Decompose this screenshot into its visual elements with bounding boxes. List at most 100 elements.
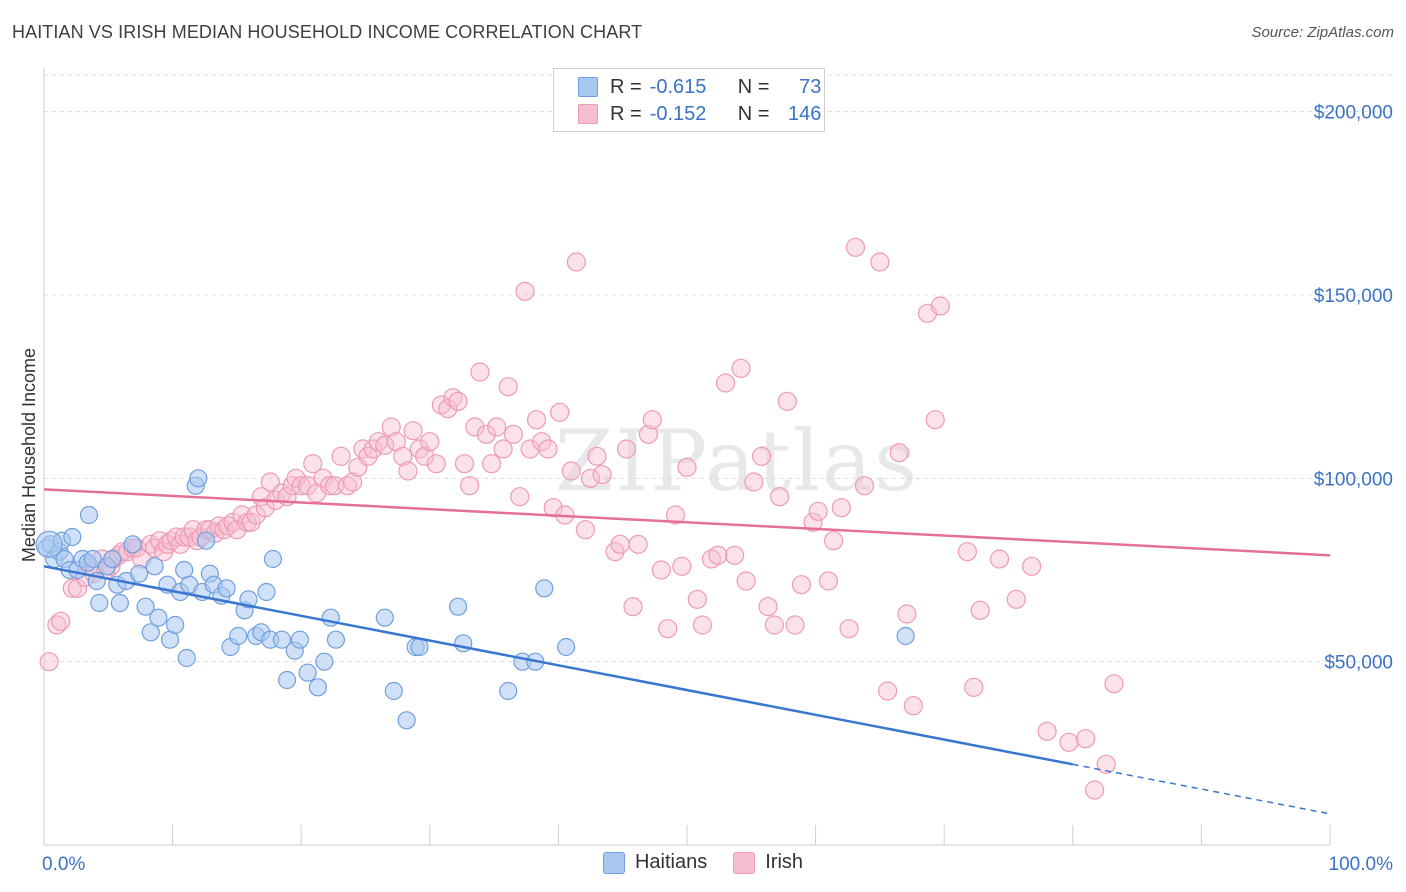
irish-point xyxy=(255,498,275,518)
gridlines xyxy=(44,74,1396,663)
irish-point xyxy=(426,454,446,474)
legend-r-label: R = xyxy=(610,75,642,98)
haitian-point xyxy=(63,527,82,547)
irish-point xyxy=(487,417,507,437)
watermark-text: ZIPatlas xyxy=(555,412,919,510)
irish-point xyxy=(1006,589,1026,609)
haitian-point xyxy=(83,549,102,569)
irish-point xyxy=(791,575,812,595)
irish-point xyxy=(476,424,496,444)
irish-point xyxy=(498,377,518,397)
haitian-point xyxy=(189,469,208,488)
irish-point xyxy=(1076,729,1096,749)
haitian-point xyxy=(557,637,576,657)
irish-point xyxy=(481,454,502,474)
irish-point xyxy=(839,619,859,639)
irish-point xyxy=(454,454,475,474)
irish-point xyxy=(672,556,692,576)
irish-point xyxy=(538,439,558,459)
source-label: Source: ZipAtlas.com xyxy=(1251,24,1394,41)
irish-point xyxy=(592,465,612,485)
irish-point xyxy=(724,545,745,565)
irish-point xyxy=(957,542,977,562)
irish-point xyxy=(769,487,790,507)
irish-point xyxy=(503,424,523,444)
legend-r-label: R = xyxy=(610,102,642,125)
irish-point xyxy=(764,615,785,635)
irish-point xyxy=(818,571,839,591)
haitian-point xyxy=(448,597,468,616)
haitian-point xyxy=(229,626,248,646)
irish-point xyxy=(623,597,643,617)
haitian-point xyxy=(277,670,297,690)
haitian-point xyxy=(315,652,334,671)
legend-row-irish: R = -0.152 N = 146 xyxy=(578,101,821,127)
irish-point xyxy=(493,439,513,459)
irish-point xyxy=(331,446,351,466)
bottom-legend-label: Irish xyxy=(765,851,804,873)
haitian-point xyxy=(90,593,109,613)
irish-point xyxy=(550,402,570,422)
irish-point xyxy=(642,410,662,430)
irish-point xyxy=(854,476,875,496)
haitian-point xyxy=(257,582,276,602)
irish-point xyxy=(989,549,1010,569)
irish-point xyxy=(1085,780,1105,800)
irish-point xyxy=(736,571,756,591)
haitian-point xyxy=(384,681,403,701)
watermark: ZIPatlas xyxy=(555,412,919,510)
irish-point xyxy=(878,681,898,701)
haitian-point xyxy=(35,530,63,558)
irish-point xyxy=(566,252,587,272)
haitian-point xyxy=(145,557,164,576)
y-tick-label: $150,000 xyxy=(1314,286,1393,307)
irish-point xyxy=(313,468,333,488)
haitians-swatch xyxy=(578,77,598,97)
irish-point xyxy=(343,472,363,492)
bottom-legend-irish[interactable]: Irish xyxy=(733,851,803,874)
irish-point xyxy=(677,457,697,477)
irish-point xyxy=(758,597,778,617)
haitian-point xyxy=(177,648,196,668)
irish-point xyxy=(824,531,844,551)
irish-swatch xyxy=(578,104,598,124)
irish-point xyxy=(381,417,401,437)
haitian-point xyxy=(123,535,142,554)
bottom-legend-haitians[interactable]: Haitians xyxy=(602,851,708,874)
irish-point xyxy=(1037,721,1057,741)
irish-point xyxy=(751,446,772,466)
irish-point xyxy=(715,373,736,393)
legend-r-value-irish: -0.152 xyxy=(649,102,707,125)
irish-point xyxy=(575,520,596,540)
haitian-point xyxy=(141,623,160,642)
irish-point xyxy=(465,417,485,437)
irish-point xyxy=(515,281,535,301)
irish-point xyxy=(897,604,917,624)
irish-point xyxy=(903,696,923,716)
irish-point xyxy=(460,476,480,496)
haitian-point xyxy=(896,626,915,646)
haitian-point xyxy=(239,590,258,609)
irish-point xyxy=(889,443,909,463)
irish-point xyxy=(692,615,713,635)
irish-point xyxy=(47,615,67,635)
irish-point xyxy=(687,589,707,609)
irish-point xyxy=(930,296,950,316)
haitian-point xyxy=(298,663,317,682)
haitian-point xyxy=(375,608,394,627)
irish-point xyxy=(1096,754,1116,774)
irish-point xyxy=(420,432,440,452)
irish-point xyxy=(638,424,659,444)
bottom-legend-label: Haitians xyxy=(634,851,708,873)
legend-r-value-haitians: -0.615 xyxy=(649,75,707,98)
irish-swatch xyxy=(733,851,756,874)
irish-point xyxy=(870,252,890,272)
irish-point xyxy=(51,611,71,631)
legend-row-haitians: R = -0.615 N = 73 xyxy=(578,74,821,100)
irish-point xyxy=(925,410,945,430)
haitian-point xyxy=(263,549,283,569)
haitian-point xyxy=(166,615,185,635)
irish-point xyxy=(708,545,728,565)
irish-point xyxy=(808,501,828,521)
